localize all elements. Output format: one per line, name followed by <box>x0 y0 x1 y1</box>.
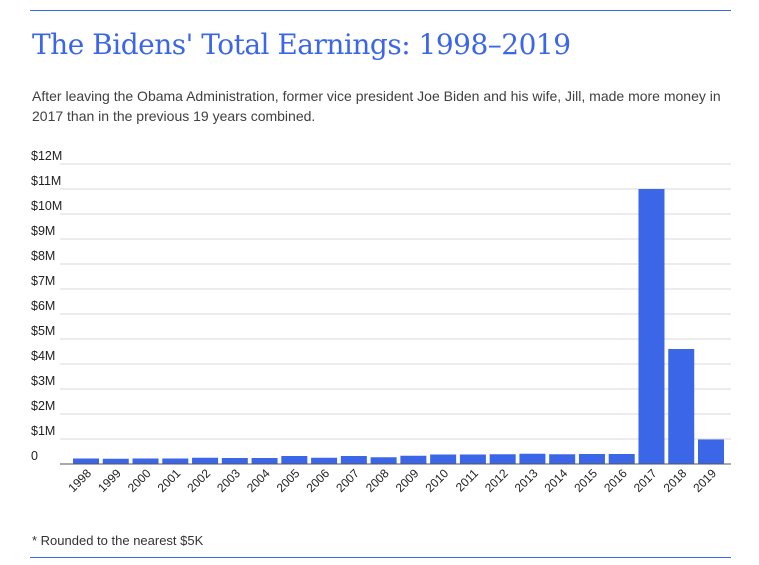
bar-2010 <box>430 454 457 464</box>
x-tick-label: 2000 <box>125 466 154 495</box>
y-tick-label: $3M <box>31 374 55 388</box>
bar-1999 <box>102 458 129 464</box>
bar-2006 <box>311 457 338 464</box>
bar-2012 <box>489 454 516 464</box>
bar-2007 <box>340 456 367 464</box>
x-tick-label: 1999 <box>95 466 124 495</box>
x-tick-label: 2011 <box>453 466 481 494</box>
bar-2015 <box>578 454 605 464</box>
x-tick-label: 2008 <box>363 466 392 495</box>
bar-2018 <box>668 349 695 464</box>
y-tick-label: $6M <box>31 299 55 313</box>
bar-2016 <box>608 454 635 464</box>
bottom-rule <box>30 557 731 558</box>
bar-2002 <box>192 457 219 464</box>
y-tick-label: $4M <box>31 349 55 363</box>
bar-2003 <box>221 458 248 464</box>
bar-1998 <box>73 458 99 464</box>
y-axis-labels: 0 $1M $2M $3M $4M $5M $6M $7M $8M $9M $10M $11M $12M <box>31 149 62 463</box>
x-tick-label: 2010 <box>422 466 451 495</box>
grid-lines <box>60 163 731 440</box>
bar-2004 <box>251 458 278 464</box>
chart-title: The Bidens' Total Earnings: 1998–2019 <box>32 28 571 61</box>
x-tick-label: 1998 <box>65 466 94 495</box>
x-tick-label: 2017 <box>631 466 660 495</box>
bar-2005 <box>281 456 308 464</box>
y-tick-label: $10M <box>31 199 62 213</box>
x-axis-labels: 1998 1999 2000 2001 2002 2003 2004 2005 2006 2007… <box>65 466 719 495</box>
bar-2014 <box>549 454 576 464</box>
bar-2019 <box>698 439 724 464</box>
bars <box>73 189 724 464</box>
y-tick-label: $7M <box>31 274 55 288</box>
y-tick-label: $1M <box>31 424 55 438</box>
x-tick-label: 2013 <box>512 466 541 495</box>
x-tick-label: 2015 <box>571 466 600 495</box>
y-tick-label: $12M <box>31 149 62 163</box>
x-tick-label: 2003 <box>214 466 243 495</box>
top-rule <box>30 10 731 11</box>
footnote: * Rounded to the nearest $5K <box>32 533 204 548</box>
y-tick-label: $11M <box>31 174 61 188</box>
bar-2000 <box>132 458 159 464</box>
bar-2013 <box>519 453 546 464</box>
x-tick-label: 2009 <box>393 466 422 495</box>
chart-subtitle: After leaving the Obama Administration, … <box>32 88 721 124</box>
x-tick-label: 2018 <box>661 466 690 495</box>
x-tick-label: 2012 <box>482 466 511 495</box>
y-tick-label: $9M <box>31 224 55 238</box>
x-tick-label: 2004 <box>244 466 273 495</box>
bar-2001 <box>162 458 189 464</box>
x-tick-label: 2005 <box>274 466 303 495</box>
x-tick-label: 2006 <box>303 466 332 495</box>
bar-2008 <box>370 457 397 464</box>
x-tick-label: 2007 <box>333 466 362 495</box>
y-tick-label: $5M <box>31 324 55 338</box>
x-tick-label: 2001 <box>155 466 184 495</box>
x-tick-label: 2016 <box>601 466 630 495</box>
bar-2009 <box>400 455 427 464</box>
x-tick-label: 2019 <box>690 466 719 495</box>
y-tick-label: $2M <box>31 399 55 413</box>
y-tick-label: $8M <box>31 249 55 263</box>
bar-2017 <box>638 189 665 464</box>
bar-2011 <box>459 454 486 464</box>
x-tick-label: 2002 <box>184 466 213 495</box>
y-tick-label: 0 <box>31 449 38 463</box>
x-tick-label: 2014 <box>542 466 571 495</box>
